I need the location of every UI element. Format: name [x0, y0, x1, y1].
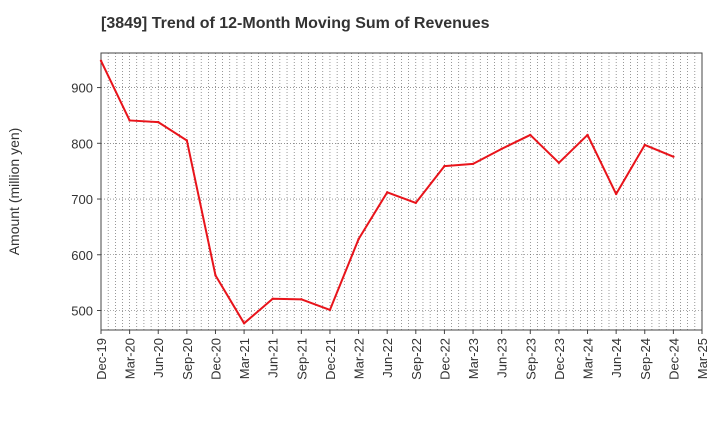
x-tick-label: Mar-25 [695, 338, 710, 379]
x-tick-label: Mar-23 [466, 338, 481, 379]
data-point [385, 191, 389, 194]
chart-title: [3849] Trend of 12-Month Moving Sum of R… [101, 15, 490, 32]
x-tick-label: Jun-22 [380, 338, 395, 378]
data-point [99, 59, 103, 63]
data-point [128, 119, 131, 122]
x-tick-label: Jun-20 [151, 338, 166, 378]
x-tick-label: Sep-22 [409, 338, 424, 380]
data-point [414, 201, 418, 205]
data-point [672, 155, 675, 158]
y-tick-label: 500 [71, 303, 93, 318]
series-layer [99, 59, 675, 325]
data-point [185, 139, 189, 142]
x-tick-label: Mar-22 [352, 338, 367, 379]
data-point [328, 308, 332, 312]
x-tick-label: Jun-24 [609, 338, 624, 378]
data-point [500, 147, 503, 151]
x-tick-label: Sep-23 [523, 338, 538, 380]
data-point [471, 162, 475, 166]
x-tick-label: Mar-20 [123, 338, 138, 379]
data-point [271, 297, 274, 300]
x-tick-label: Jun-21 [266, 338, 281, 378]
data-point [643, 143, 646, 147]
x-tick-label: Sep-21 [294, 338, 309, 380]
y-tick-label: 600 [71, 248, 93, 263]
x-tick-label: Jun-23 [495, 338, 510, 378]
data-point [614, 192, 618, 196]
gridlines [101, 53, 702, 330]
y-axis-title: Amount (million yen) [6, 128, 22, 256]
x-tick-label: Sep-24 [638, 338, 653, 380]
data-point [214, 274, 217, 277]
y-tick-label: 700 [71, 192, 93, 207]
x-tick-label: Dec-24 [666, 338, 681, 380]
x-tick-label: Mar-24 [581, 338, 596, 379]
data-point [443, 164, 446, 168]
y-tick-label: 800 [71, 136, 93, 151]
x-tick-label: Dec-21 [323, 338, 338, 380]
data-point [357, 237, 360, 241]
x-tick-label: Sep-20 [180, 338, 195, 380]
data-point [242, 322, 246, 325]
y-axis-ticks: 500 600 700 800 900 [71, 81, 101, 318]
x-tick-label: Dec-23 [552, 338, 567, 380]
data-point [557, 161, 561, 164]
x-tick-label: Mar-21 [237, 338, 252, 379]
data-point [157, 120, 160, 124]
data-point [529, 133, 532, 137]
x-tick-label: Dec-19 [94, 338, 109, 380]
x-tick-label: Dec-20 [208, 338, 223, 380]
y-tick-label: 900 [71, 81, 93, 96]
x-tick-label: Dec-22 [437, 338, 452, 380]
data-point [586, 133, 589, 137]
data-point [300, 298, 303, 301]
x-axis-ticks: Dec-19 Mar-20 Jun-20 Sep-20 Dec-20 Mar-21 Jun-… [94, 330, 710, 380]
